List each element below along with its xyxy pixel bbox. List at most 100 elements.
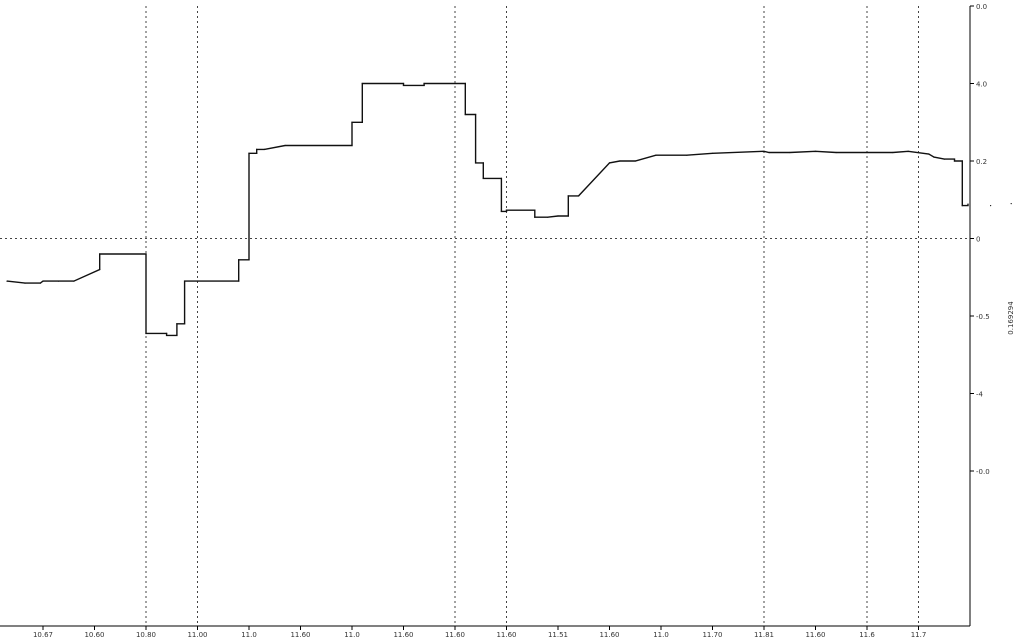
series-point-0-15: [184, 280, 186, 282]
series-point-0-40: [505, 210, 508, 212]
series-point-0-21: [256, 148, 258, 150]
series-point-0-24: [351, 144, 353, 147]
y-axis-label: 0.169294: [1007, 301, 1015, 335]
y-tick-label-0: 0.0: [976, 3, 987, 11]
series-point-0-20: [256, 152, 258, 154]
series-point-0-35: [475, 162, 477, 164]
x-tick-label-12: 11.0: [653, 631, 669, 639]
series-point-0-62: [907, 150, 909, 152]
series-point-0-46: [567, 215, 569, 217]
series-point-0-55: [763, 150, 765, 152]
series-point-0-4: [57, 280, 60, 282]
series-point-0-16: [238, 280, 240, 282]
x-tick-label-0: 10.67: [33, 631, 53, 639]
series-point-0-42: [534, 209, 536, 211]
series-point-0-67: [953, 160, 956, 162]
x-tick-label-10: 11.51: [548, 631, 568, 639]
series-point-0-39: [500, 210, 502, 212]
y-tick-label-1: 4.0: [976, 81, 987, 89]
series-point-0-34: [475, 113, 477, 116]
series-point-0-65: [943, 158, 945, 160]
x-tick-label-3: 11.00: [187, 631, 207, 639]
series-point-0-50: [619, 160, 621, 162]
series-point-0-29: [402, 84, 405, 86]
series-point-0-36: [482, 162, 484, 164]
series-point-0-2: [39, 282, 42, 284]
series-point-0-33: [464, 113, 466, 116]
series-point-0-53: [686, 154, 688, 156]
series-point-0-58: [814, 150, 817, 152]
y-tick-label-2: 0.2: [976, 158, 987, 166]
series-point-0-61: [892, 151, 894, 154]
series-point-0-56: [768, 151, 770, 154]
series-point-0-48: [578, 195, 580, 197]
series-point-0-13: [176, 323, 178, 325]
series-line-0: [6, 82, 969, 337]
series-point-0-70: [990, 205, 992, 207]
series-point-0-68: [961, 160, 963, 162]
series-point-0-38: [500, 177, 502, 179]
series-point-0-7: [99, 253, 101, 255]
series-point-0-26: [361, 121, 363, 123]
series-point-0-49: [608, 162, 611, 164]
y-ticks: 0.0 4.0 0.2 0 -0.5 -4 -0.0: [970, 3, 990, 476]
series-point-0-71: [1010, 203, 1012, 205]
y-tick-label-3: 0: [976, 236, 980, 244]
y-tick-label-4: -0.5: [976, 313, 990, 321]
series-point-0-31: [423, 82, 425, 85]
series-point-0-14: [184, 323, 186, 325]
series-point-0-52: [655, 154, 657, 156]
series-point-0-8: [145, 253, 147, 255]
series-point-0-51: [634, 160, 636, 162]
series-point-0-41: [505, 209, 508, 211]
series-point-0-17: [238, 259, 240, 261]
y-tick-label-6: -0.0: [976, 468, 990, 476]
x-tick-label-1: 10.60: [84, 631, 104, 639]
x-tick-label-8: 11.60: [445, 631, 465, 639]
series-point-0-22: [263, 148, 265, 150]
series-point-0-28: [402, 82, 405, 85]
series-point-0-45: [557, 215, 559, 217]
x-tick-label-14: 11.81: [754, 631, 774, 639]
series-group: [6, 82, 1012, 337]
series-point-0-23: [284, 144, 286, 147]
gridlines: [0, 6, 970, 626]
x-tick-label-5: 11.60: [290, 631, 310, 639]
series-point-0-25: [351, 121, 353, 123]
x-tick-label-13: 11.70: [702, 631, 722, 639]
series-point-0-6: [99, 268, 101, 271]
x-tick-label-2: 10.80: [136, 631, 156, 639]
series-point-0-44: [547, 216, 549, 218]
series-point-0-10: [166, 332, 168, 334]
series-point-0-1: [24, 282, 26, 284]
x-tick-label-15: 11.60: [805, 631, 825, 639]
series-point-0-9: [145, 332, 147, 334]
series-point-0-43: [534, 216, 536, 218]
series-point-0-57: [789, 151, 791, 154]
series-point-0-18: [248, 259, 250, 261]
series-point-0-64: [933, 156, 935, 158]
series-point-0-69: [961, 205, 963, 207]
series-point-0-47: [567, 195, 569, 197]
series-point-0-63: [928, 153, 930, 155]
series-point-0-5: [73, 280, 75, 282]
series-point-0-12: [176, 334, 178, 336]
series-point-0-30: [423, 84, 425, 86]
series-point-0-32: [464, 82, 466, 85]
x-tick-label-4: 11.0: [241, 631, 257, 639]
x-tick-label-6: 11.0: [344, 631, 360, 639]
series-point-0-54: [711, 152, 714, 154]
x-tick-label-16: 11.6: [859, 631, 875, 639]
x-tick-label-9: 11.60: [496, 631, 516, 639]
series-point-0-11: [166, 334, 168, 336]
series-point-0-3: [42, 280, 44, 282]
series-point-0-27: [361, 82, 363, 85]
x-ticks: 10.67 10.60 10.80 11.00 11.0 11.60 11.0 11.60 11…: [33, 626, 926, 639]
series-point-0-60: [866, 151, 868, 154]
series-point-0-0: [6, 280, 8, 282]
series-point-0-19: [248, 152, 250, 154]
x-tick-label-17: 11.7: [911, 631, 927, 639]
series-point-0-59: [835, 151, 837, 154]
